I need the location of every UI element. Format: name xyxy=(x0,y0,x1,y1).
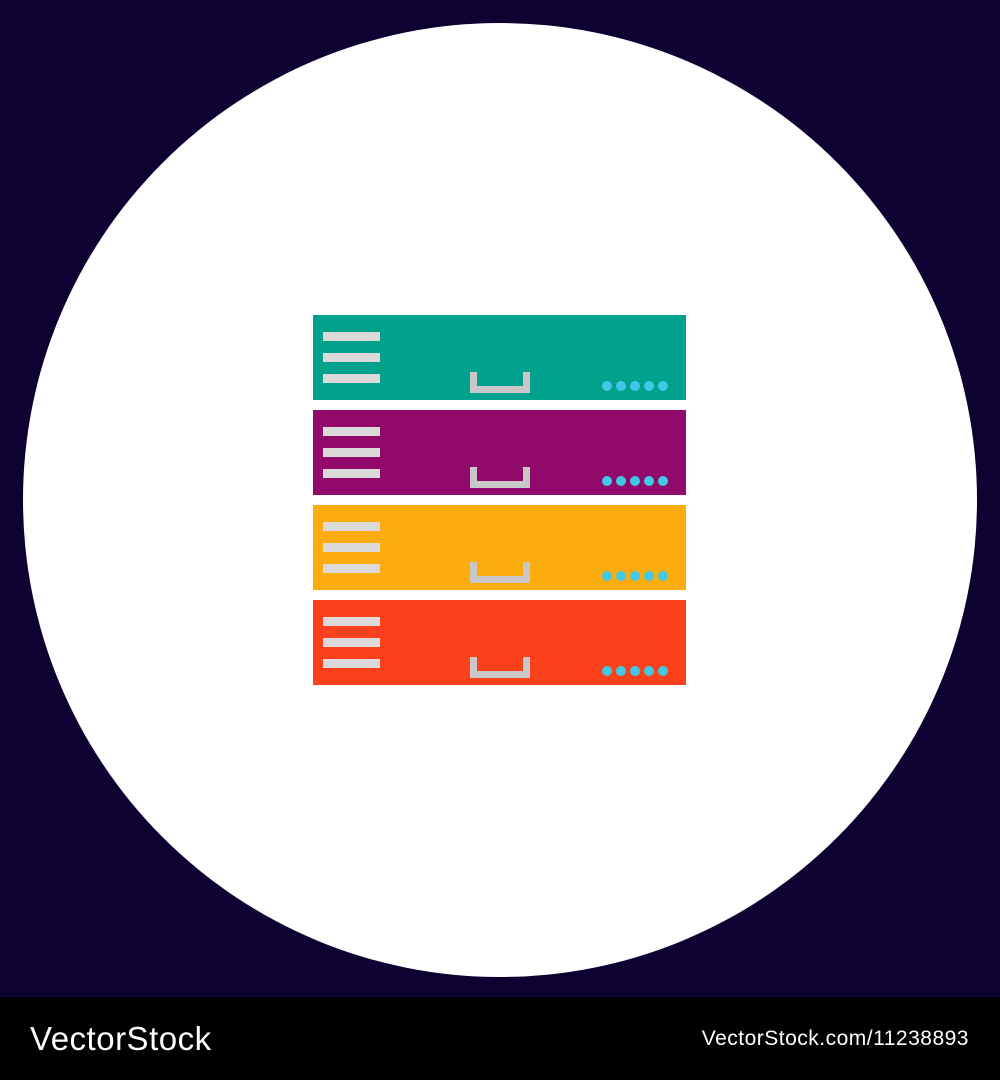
slot-line xyxy=(323,659,380,668)
slot-line xyxy=(323,374,380,383)
led-dot xyxy=(602,476,612,486)
slot-line xyxy=(323,564,380,573)
led-dot xyxy=(616,381,626,391)
server-rack-icon xyxy=(313,315,686,685)
slot-line xyxy=(323,617,380,626)
slot-line xyxy=(323,522,380,531)
led-dot xyxy=(630,666,640,676)
server-bar-red xyxy=(313,600,686,685)
led-dot xyxy=(658,571,668,581)
led-dot xyxy=(630,571,640,581)
drive-slot-lines xyxy=(323,522,380,573)
drive-slot-lines xyxy=(323,427,380,478)
slot-line xyxy=(323,638,380,647)
server-bar-teal xyxy=(313,315,686,400)
port-bracket-icon xyxy=(470,467,530,488)
led-dot xyxy=(658,381,668,391)
led-dot xyxy=(644,571,654,581)
led-dot xyxy=(602,571,612,581)
slot-line xyxy=(323,427,380,436)
watermark-band: VectorStock VectorStock.com/11238893 xyxy=(0,997,1000,1080)
led-dot xyxy=(602,381,612,391)
white-circle-backdrop xyxy=(23,23,977,977)
port-bracket-icon xyxy=(470,372,530,393)
led-indicator-dots xyxy=(602,476,668,486)
led-dot xyxy=(644,666,654,676)
slot-line xyxy=(323,353,380,362)
port-bracket-icon xyxy=(470,562,530,583)
slot-line xyxy=(323,332,380,341)
led-dot xyxy=(616,476,626,486)
drive-slot-lines xyxy=(323,617,380,668)
led-dot xyxy=(602,666,612,676)
led-dot xyxy=(616,666,626,676)
drive-slot-lines xyxy=(323,332,380,383)
led-indicator-dots xyxy=(602,666,668,676)
vectorstock-url-watermark: VectorStock.com/11238893 xyxy=(701,1026,969,1050)
server-bar-purple xyxy=(313,410,686,495)
led-indicator-dots xyxy=(602,571,668,581)
led-dot xyxy=(658,666,668,676)
slot-line xyxy=(323,543,380,552)
slot-line xyxy=(323,448,380,457)
led-dot xyxy=(644,476,654,486)
led-dot xyxy=(644,381,654,391)
led-dot xyxy=(616,571,626,581)
led-dot xyxy=(630,476,640,486)
vectorstock-brand-watermark: VectorStock xyxy=(30,1019,212,1057)
led-indicator-dots xyxy=(602,381,668,391)
led-dot xyxy=(630,381,640,391)
server-bar-orange xyxy=(313,505,686,590)
led-dot xyxy=(658,476,668,486)
port-bracket-icon xyxy=(470,657,530,678)
slot-line xyxy=(323,469,380,478)
